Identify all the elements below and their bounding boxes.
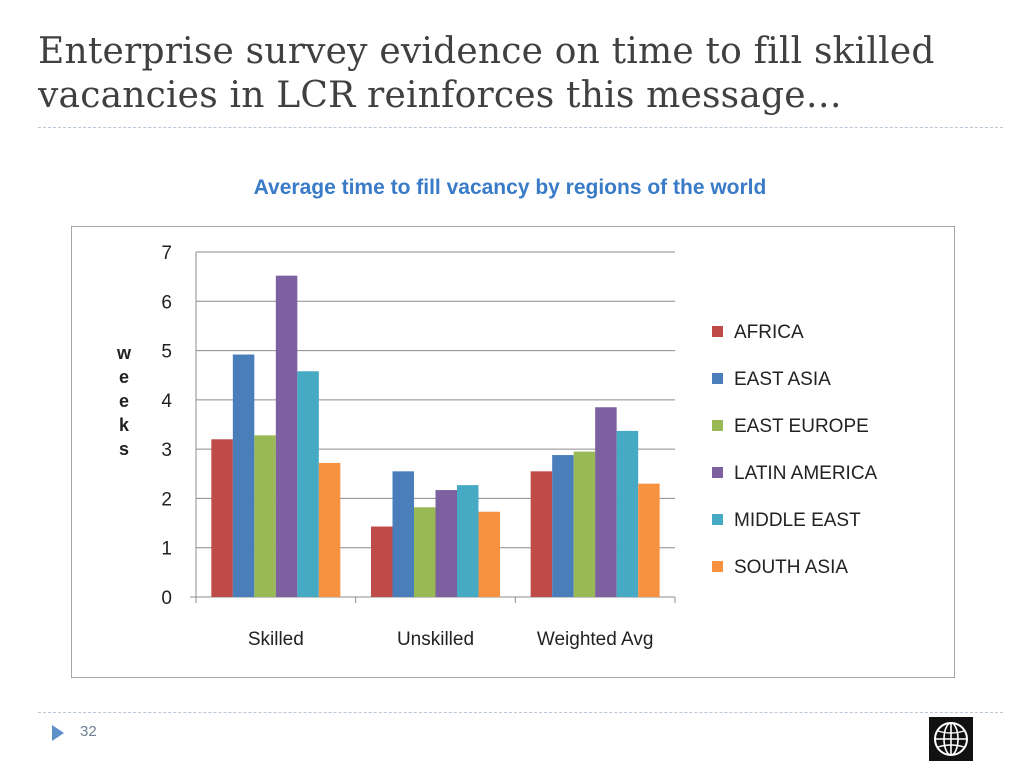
legend-label: EAST ASIA xyxy=(734,369,831,390)
legend-label: SOUTH ASIA xyxy=(734,557,848,578)
legend-swatch xyxy=(712,561,723,572)
legend-label: AFRICA xyxy=(734,322,804,343)
slide-title: Enterprise survey evidence on time to fi… xyxy=(38,30,998,118)
bar xyxy=(297,371,319,597)
bar xyxy=(232,354,255,597)
y-tick-label: 7 xyxy=(161,243,172,264)
bar xyxy=(616,430,639,597)
y-axis-label-letter: e xyxy=(119,367,129,387)
legend-swatch xyxy=(712,514,723,525)
chart-frame: 0 1 2 3 4 5 6 7 w e e k s Skilled Unskilled Weighted Av… xyxy=(71,226,955,678)
y-tick-label: 3 xyxy=(161,440,172,461)
title-divider xyxy=(38,127,1003,128)
bar xyxy=(530,471,553,597)
legend-swatch xyxy=(712,373,723,384)
bar xyxy=(573,451,596,597)
bar xyxy=(638,483,660,597)
x-tick-label: Unskilled xyxy=(397,629,474,650)
y-tick-label: 0 xyxy=(161,588,172,609)
bar xyxy=(392,471,414,597)
y-axis-label-letter: s xyxy=(119,439,129,459)
slide-title-line-2: vacancies in LCR reinforces this message… xyxy=(38,75,842,116)
y-axis-label-letter: e xyxy=(119,391,129,411)
bar xyxy=(371,526,393,597)
bar xyxy=(211,439,233,597)
legend-label: MIDDLE EAST xyxy=(734,510,861,531)
legend-label: EAST EUROPE xyxy=(734,416,869,437)
legend-label: LATIN AMERICA xyxy=(734,463,878,484)
footer-arrow-icon xyxy=(52,725,64,741)
bar xyxy=(414,507,436,597)
bar xyxy=(254,435,276,597)
y-axis-label-letter: w xyxy=(116,343,132,363)
bar xyxy=(595,407,617,597)
bar xyxy=(552,455,574,597)
page-number: 32 xyxy=(80,723,97,740)
bar xyxy=(435,490,457,597)
bar xyxy=(457,485,479,597)
y-tick-label: 5 xyxy=(161,342,172,363)
x-tick-label: Skilled xyxy=(248,629,304,650)
y-tick-label: 1 xyxy=(161,539,172,560)
bar xyxy=(478,511,500,597)
legend-swatch xyxy=(712,467,723,478)
y-tick-label: 2 xyxy=(161,489,172,510)
y-tick-label: 6 xyxy=(161,292,172,313)
bar xyxy=(275,275,298,597)
legend-swatch xyxy=(712,420,723,431)
x-tick-label: Weighted Avg xyxy=(537,629,654,650)
legend-swatch xyxy=(712,326,723,337)
bar xyxy=(318,462,341,597)
world-bank-globe-icon xyxy=(929,717,973,761)
y-tick-label: 4 xyxy=(161,391,172,412)
chart-title: Average time to fill vacancy by regions … xyxy=(253,176,767,199)
footer-divider xyxy=(38,712,1003,713)
y-axis-label-letter: k xyxy=(119,415,130,435)
slide-title-line-1: Enterprise survey evidence on time to fi… xyxy=(38,31,935,72)
